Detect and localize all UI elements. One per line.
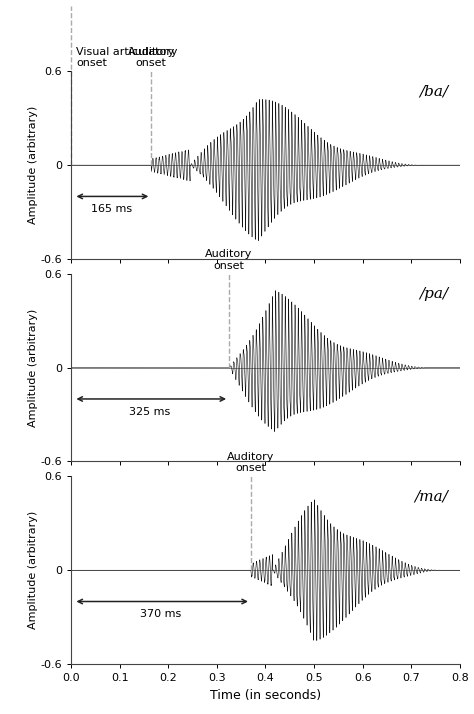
Text: /ba/: /ba/ (419, 84, 448, 99)
Y-axis label: Amplitude (arbitrary): Amplitude (arbitrary) (27, 511, 37, 629)
Text: /pa/: /pa/ (419, 287, 448, 301)
Text: Auditory
onset: Auditory onset (205, 249, 253, 271)
Text: Auditory
onset: Auditory onset (128, 46, 175, 69)
Y-axis label: Amplitude (arbitrary): Amplitude (arbitrary) (27, 106, 37, 224)
Text: Visual articulatory
onset: Visual articulatory onset (76, 46, 177, 69)
Text: 165 ms: 165 ms (91, 204, 132, 214)
X-axis label: Time (in seconds): Time (in seconds) (210, 688, 321, 702)
Y-axis label: Amplitude (arbitrary): Amplitude (arbitrary) (27, 308, 37, 427)
Text: Auditory
onset: Auditory onset (227, 452, 274, 473)
Text: 370 ms: 370 ms (140, 609, 182, 619)
Text: /ma/: /ma/ (414, 490, 448, 503)
Text: 325 ms: 325 ms (129, 407, 171, 417)
